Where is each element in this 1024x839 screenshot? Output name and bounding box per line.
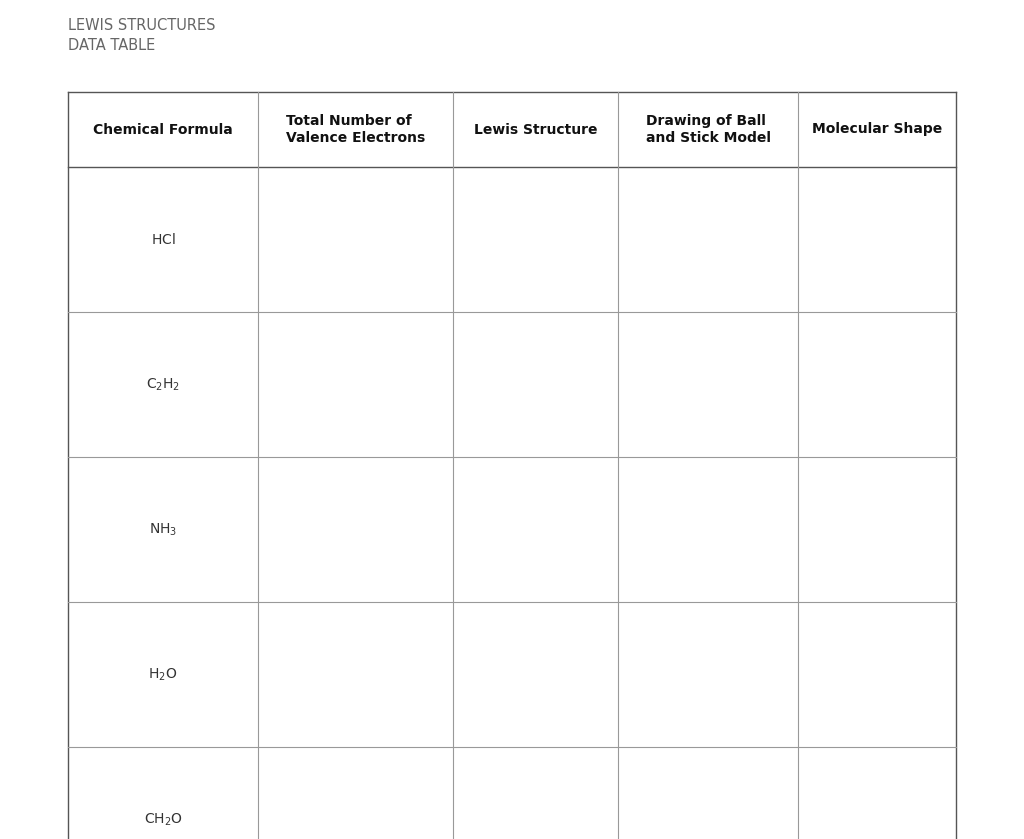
Text: Drawing of Ball
and Stick Model: Drawing of Ball and Stick Model — [645, 114, 770, 144]
Text: DATA TABLE: DATA TABLE — [68, 38, 156, 53]
Text: $\mathregular{NH_{3}}$: $\mathregular{NH_{3}}$ — [148, 521, 177, 538]
Text: LEWIS STRUCTURES: LEWIS STRUCTURES — [68, 18, 215, 33]
Text: Chemical Formula: Chemical Formula — [93, 122, 232, 137]
Text: $\mathregular{H_{2}O}$: $\mathregular{H_{2}O}$ — [148, 666, 177, 683]
Text: $\mathregular{CH_{2}O}$: $\mathregular{CH_{2}O}$ — [143, 811, 182, 828]
Text: Lewis Structure: Lewis Structure — [474, 122, 597, 137]
Text: $\mathregular{HCl}$: $\mathregular{HCl}$ — [151, 232, 175, 247]
Text: Molecular Shape: Molecular Shape — [812, 122, 942, 137]
Text: $\mathregular{C_{2}H_{2}}$: $\mathregular{C_{2}H_{2}}$ — [145, 377, 180, 393]
Text: Total Number of
Valence Electrons: Total Number of Valence Electrons — [286, 114, 425, 144]
